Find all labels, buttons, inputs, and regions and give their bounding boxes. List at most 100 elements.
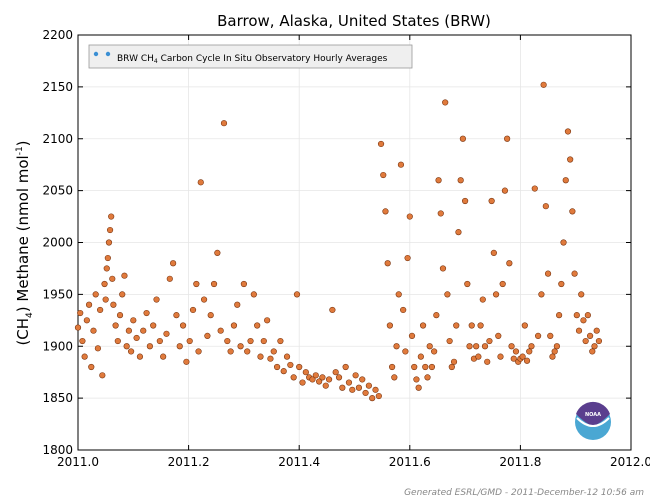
data-point: [481, 343, 489, 350]
data-point: [179, 322, 187, 329]
data-point: [296, 363, 303, 371]
data-point: [397, 161, 405, 168]
data-point: [444, 291, 451, 298]
data-point: [519, 353, 526, 360]
y-tick-label: 1950: [42, 287, 73, 301]
data-point: [415, 384, 422, 391]
data-point: [534, 332, 542, 339]
data-point: [528, 343, 535, 350]
data-point: [102, 296, 109, 303]
data-point: [464, 280, 471, 288]
data-point: [136, 353, 144, 360]
data-point: [582, 337, 589, 345]
y-axis-ticks: 1800 1850 1900 1950 2000 2050 2100 2150 2200: [42, 28, 631, 457]
data-point: [234, 301, 241, 308]
data-point: [355, 384, 363, 391]
data-point: [580, 317, 587, 324]
data-point: [435, 177, 442, 184]
data-point: [109, 275, 116, 282]
data-point: [428, 363, 436, 371]
data-points: [74, 81, 603, 402]
legend-label: BRW CH4 Carbon Cycle In Situ Observatory…: [117, 54, 388, 65]
data-point: [542, 203, 549, 210]
data-point: [521, 322, 528, 329]
data-point: [433, 312, 440, 319]
data-point: [442, 99, 449, 106]
data-point: [417, 353, 424, 360]
data-point: [413, 376, 420, 383]
legend-box: [88, 44, 413, 69]
data-point: [237, 343, 244, 350]
data-point: [186, 337, 193, 345]
data-point: [260, 337, 267, 345]
data-point: [79, 337, 86, 345]
data-point: [170, 260, 177, 267]
legend: BRW CH4 Carbon Cycle In Situ Observatory…: [88, 44, 413, 69]
data-point: [448, 363, 455, 371]
x-tick-label: 2011.8: [499, 455, 541, 469]
data-point: [195, 348, 202, 355]
data-point: [244, 348, 251, 355]
data-point: [110, 301, 117, 308]
data-point: [77, 309, 84, 317]
data-point: [362, 389, 369, 397]
data-point: [106, 226, 114, 234]
data-point: [400, 306, 407, 314]
data-point: [247, 337, 254, 345]
data-point: [538, 291, 545, 298]
data-point: [484, 358, 491, 365]
data-point: [97, 306, 104, 314]
data-point: [512, 348, 520, 355]
data-point: [495, 332, 502, 339]
data-point: [422, 363, 429, 371]
data-point: [402, 348, 409, 355]
data-point: [325, 376, 333, 383]
chart-title: Barrow, Alaska, United States (BRW): [217, 12, 491, 30]
data-point: [547, 332, 554, 339]
data-point: [210, 280, 218, 288]
data-point: [526, 348, 533, 355]
gridlines: [77, 34, 632, 451]
data-point: [339, 384, 346, 391]
x-tick-label: 2011.0: [57, 455, 99, 469]
data-point: [121, 272, 128, 279]
data-point: [283, 353, 291, 360]
data-point: [99, 372, 106, 379]
data-point: [473, 343, 480, 350]
data-point: [595, 337, 603, 345]
y-tick-label: 2100: [42, 132, 73, 146]
data-point: [468, 322, 475, 329]
data-point: [312, 372, 319, 379]
data-point: [411, 363, 418, 371]
data-point: [531, 185, 538, 192]
data-point: [94, 345, 102, 352]
legend-marker: [93, 51, 99, 57]
noaa-bird-icon: [576, 401, 610, 426]
data-point: [329, 306, 336, 314]
data-point: [267, 355, 274, 362]
y-tick-label: 2150: [42, 80, 73, 94]
data-point: [551, 348, 558, 355]
data-point: [335, 374, 343, 381]
data-point: [504, 135, 511, 142]
data-point: [316, 378, 323, 385]
data-point: [193, 280, 200, 288]
data-point: [345, 379, 353, 386]
data-point: [365, 382, 372, 389]
data-point: [455, 229, 462, 236]
data-point: [127, 348, 135, 355]
y-tick-label: 1800: [42, 443, 73, 457]
data-point: [593, 327, 600, 334]
data-point: [558, 280, 565, 288]
data-point: [189, 306, 197, 314]
data-point: [85, 301, 93, 308]
data-point: [499, 280, 506, 288]
data-point: [119, 291, 126, 298]
data-point: [571, 270, 578, 277]
y-tick-label: 1900: [42, 339, 73, 353]
data-point: [88, 363, 95, 371]
data-point: [114, 337, 121, 345]
data-point: [391, 374, 398, 381]
data-point: [319, 374, 326, 381]
